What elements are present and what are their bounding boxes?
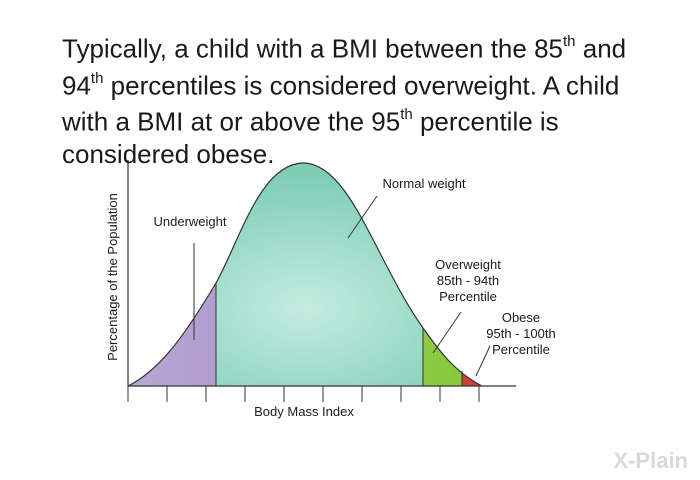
headline-part-4: percentile is considered obese. bbox=[62, 106, 559, 169]
label-obese-percentile: Percentile bbox=[492, 342, 550, 357]
superscript-th-2: th bbox=[90, 69, 104, 87]
superscript-th-1: th bbox=[563, 33, 576, 50]
label-overweight-percentile: Percentile bbox=[439, 289, 497, 304]
leader-normal bbox=[347, 195, 378, 239]
label-normal-weight: Normal weight bbox=[382, 176, 465, 191]
label-underweight: Underweight bbox=[154, 214, 227, 229]
x-axis-label: Body Mass Index bbox=[254, 404, 354, 419]
leader-obese bbox=[475, 345, 491, 377]
x-axis-ticks bbox=[127, 386, 480, 402]
logo-text: X-Plain bbox=[613, 448, 688, 473]
x-plain-logo: X-Plain bbox=[613, 448, 688, 474]
leader-overweight bbox=[432, 311, 462, 354]
curve-overweight-region bbox=[423, 328, 462, 386]
label-obese-range: 95th - 100th bbox=[486, 326, 555, 341]
label-overweight: Overweight bbox=[435, 257, 501, 272]
curve-underweight-region bbox=[128, 283, 216, 386]
label-overweight-range: 85th - 94th bbox=[437, 273, 499, 288]
curve-normal-region bbox=[216, 163, 423, 386]
headline-part-1: Typically, a child with a BMI between th… bbox=[62, 33, 563, 64]
headline-part-3: percentiles is considered overweight. A … bbox=[62, 70, 620, 137]
y-axis-label: Percentage of the Population bbox=[105, 193, 120, 361]
label-obese: Obese bbox=[502, 310, 540, 325]
superscript-th-3: th bbox=[400, 106, 413, 124]
curve-obese-region bbox=[462, 372, 482, 386]
headline-text: Typically, a child with a BMI between th… bbox=[62, 28, 672, 170]
headline-part-2: and 94 bbox=[62, 33, 627, 101]
